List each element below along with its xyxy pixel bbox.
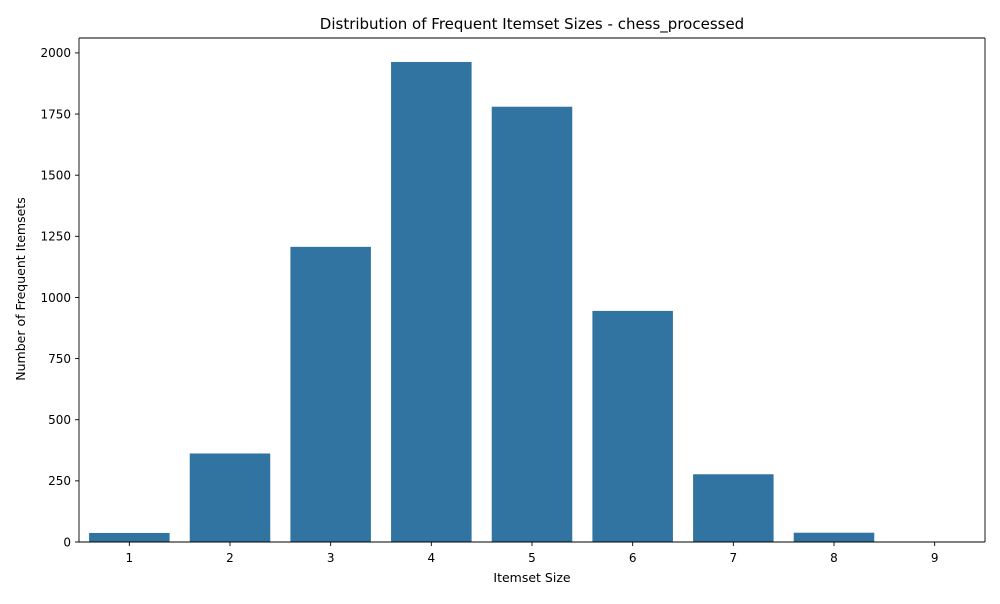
- y-tick-label-1000: 1000: [40, 291, 71, 305]
- x-axis-label: Itemset Size: [493, 570, 571, 585]
- x-tick-label-2: 2: [226, 551, 234, 565]
- x-tick-label-4: 4: [428, 551, 436, 565]
- x-tick-label-5: 5: [528, 551, 536, 565]
- bar-5: [492, 107, 573, 542]
- y-tick-label-2000: 2000: [40, 46, 71, 60]
- x-tick-label-9: 9: [931, 551, 939, 565]
- bar-8: [794, 533, 875, 542]
- chart-title: Distribution of Frequent Itemset Sizes -…: [320, 15, 744, 34]
- x-tick-label-1: 1: [126, 551, 134, 565]
- x-tick-label-7: 7: [730, 551, 738, 565]
- bar-6: [592, 311, 673, 542]
- plot-area: 1 2 3 4 5 6 7 8 9 0 250 500 750 1000 1250 1500 1750 2000: [40, 38, 985, 565]
- bar-4: [391, 62, 472, 542]
- y-tick-label-750: 750: [48, 352, 71, 366]
- y-tick-label-250: 250: [48, 474, 71, 488]
- y-tick-label-1250: 1250: [40, 230, 71, 244]
- y-tick-label-1750: 1750: [40, 107, 71, 121]
- x-tick-label-3: 3: [327, 551, 335, 565]
- y-tick-label-500: 500: [48, 413, 71, 427]
- y-axis-label: Number of Frequent Itemsets: [13, 197, 28, 380]
- bar-3: [290, 247, 371, 542]
- bar-2: [190, 453, 271, 542]
- y-tick-label-0: 0: [63, 535, 71, 549]
- bar-7: [693, 474, 774, 542]
- x-tick-label-6: 6: [629, 551, 637, 565]
- y-tick-label-1500: 1500: [40, 168, 71, 182]
- bar-1: [89, 533, 170, 542]
- x-tick-label-8: 8: [830, 551, 838, 565]
